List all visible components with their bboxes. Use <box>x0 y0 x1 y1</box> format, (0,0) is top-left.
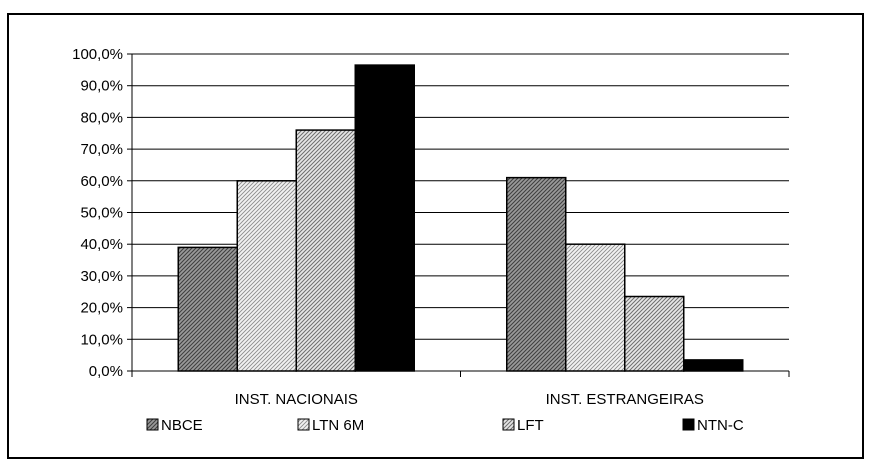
legend-item-ltn-6m: LTN 6M <box>297 417 364 434</box>
legend-swatch <box>502 418 515 431</box>
y-tick-label: 20,0% <box>80 300 123 317</box>
legend-swatch <box>682 418 695 431</box>
y-tick-label: 100,0% <box>72 46 123 63</box>
bar-nbce-1 <box>177 246 238 372</box>
bar-nbce-2 <box>506 176 567 372</box>
legend-item-ntn-c: NTN-C <box>682 417 744 434</box>
y-tick-label: 80,0% <box>80 109 123 126</box>
x-category-label: INST. ESTRANGEIRAS <box>546 391 704 408</box>
y-tick-label: 90,0% <box>80 78 123 95</box>
y-tick-label: 30,0% <box>80 268 123 285</box>
y-tick-label: 50,0% <box>80 205 123 222</box>
bar-ltn-6m-1 <box>236 180 297 372</box>
y-tick-label: 40,0% <box>80 236 123 253</box>
bar-ltn-6m-2 <box>565 243 626 372</box>
bar-lft-2 <box>624 295 685 372</box>
legend-swatch <box>146 418 159 431</box>
y-tick-label: 70,0% <box>80 141 123 158</box>
legend-item-nbce: NBCE <box>146 417 203 434</box>
x-category-label: INST. NACIONAIS <box>235 391 358 408</box>
legend-item-lft: LFT <box>502 417 544 434</box>
legend-label: NBCE <box>161 417 203 434</box>
bar-ntn-c-2 <box>683 359 744 372</box>
x-axis: INST. NACIONAIS INST. ESTRANGEIRAS <box>131 370 790 408</box>
y-tick-label: 60,0% <box>80 173 123 190</box>
y-tick-label: 0,0% <box>89 363 123 380</box>
legend: NBCE LTN 6M LFT NTN-C <box>146 417 744 434</box>
legend-label: LTN 6M <box>312 417 364 434</box>
y-axis: 0,0% 10,0% 20,0% 30,0% 40,0% 50,0% 60,0% 70,0% 8… <box>72 46 133 380</box>
bars <box>177 64 744 372</box>
legend-label: LFT <box>517 417 544 434</box>
legend-label: NTN-C <box>697 417 744 434</box>
bar-ntn-c-1 <box>354 64 415 372</box>
legend-swatch <box>297 418 310 431</box>
bar-lft-1 <box>295 129 356 372</box>
y-tick-label: 10,0% <box>80 331 123 348</box>
outer-border <box>7 13 864 459</box>
